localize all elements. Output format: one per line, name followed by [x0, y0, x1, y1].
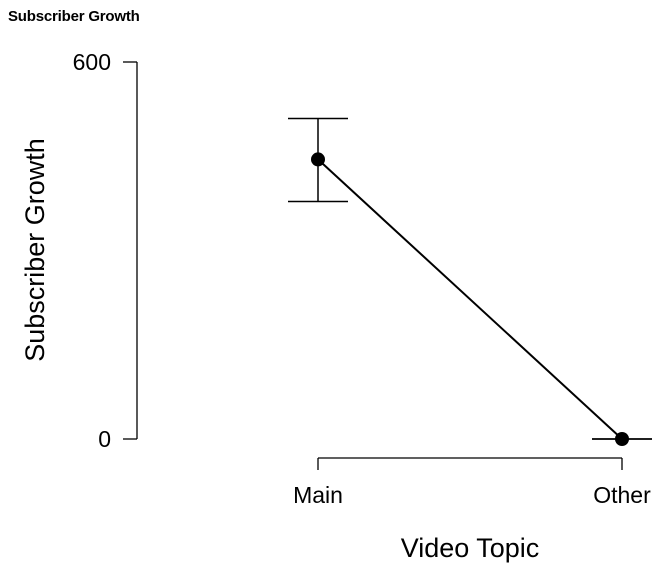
x-tick-label-main: Main	[293, 482, 343, 508]
data-point-other	[615, 432, 629, 446]
series-layer	[288, 117, 652, 446]
x-axis: Main Other	[293, 457, 651, 508]
series-line	[317, 158, 623, 440]
x-tick-label-other: Other	[593, 482, 651, 508]
data-point-main	[311, 152, 325, 167]
y-tick-label: 600	[73, 49, 111, 75]
y-tick-label: 0	[98, 426, 111, 452]
x-axis-title: Video Topic	[401, 533, 540, 563]
y-axis: 0 600	[73, 49, 138, 452]
page-title: Subscriber Growth	[8, 8, 140, 25]
y-axis-title: Subscriber Growth	[20, 138, 50, 362]
